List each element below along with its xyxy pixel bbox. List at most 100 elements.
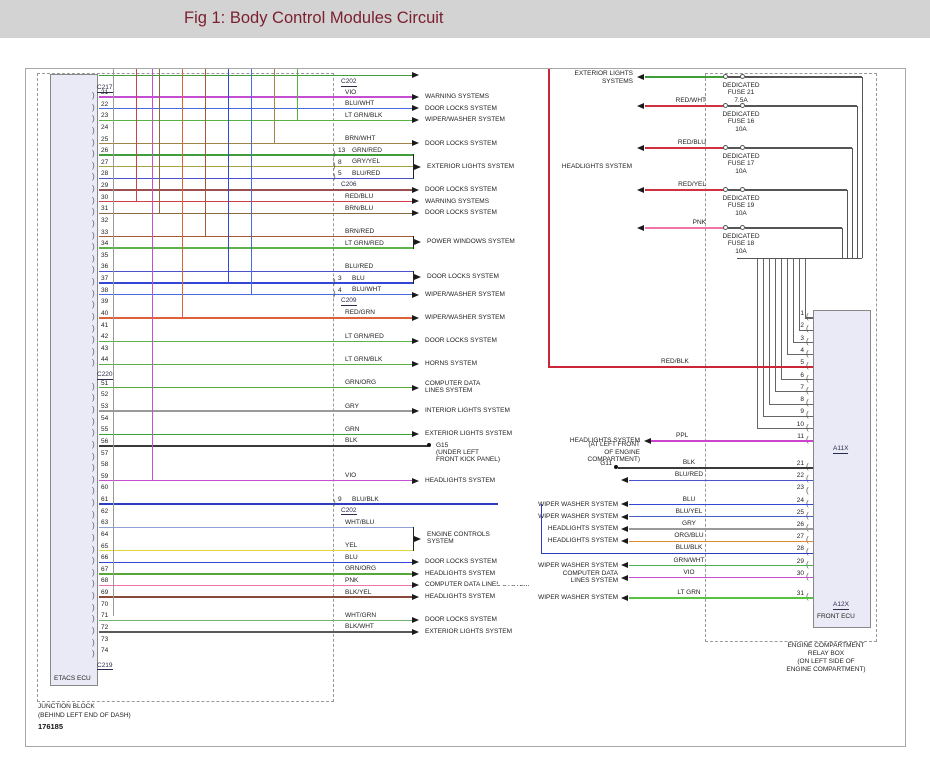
pin-bracket: (	[806, 462, 809, 472]
feeder-wire	[159, 69, 161, 213]
system-label: EXTERIOR LIGHTS SYSTEM	[427, 162, 515, 170]
system-label: ENGINE CONTROLS	[427, 530, 490, 538]
bus-wire	[857, 106, 859, 258]
fuse-label: DEDICATED	[722, 232, 760, 240]
wire	[99, 584, 412, 587]
wire	[787, 354, 813, 356]
subpin-bracket: )	[333, 172, 336, 182]
bus-wire	[852, 148, 854, 258]
wire	[99, 433, 412, 435]
pin-number: 32	[101, 216, 109, 224]
pin-number: 21	[101, 89, 109, 96]
fuse-terminal	[723, 187, 728, 192]
fuse-label: 10A	[735, 247, 747, 255]
wire-color-label: LT GRN	[677, 589, 701, 596]
pin-bracket: )	[92, 439, 95, 449]
system-label: EXTERIOR LIGHTS	[574, 70, 633, 77]
pin-number: 67	[101, 565, 109, 573]
pin-number: 40	[101, 309, 109, 317]
pin-bracket: )	[92, 346, 95, 356]
wire	[799, 329, 813, 331]
pin-number: 63	[101, 519, 109, 527]
wire-color-label: ORG/BLU	[674, 532, 704, 540]
wire	[757, 259, 759, 429]
fuse-terminal	[740, 74, 745, 79]
wire	[629, 564, 813, 567]
pin-bracket: )	[92, 544, 95, 554]
wire-color-label: BLU/RED	[674, 471, 704, 479]
wire	[99, 631, 412, 633]
arrow-right-icon	[412, 210, 419, 217]
wire	[99, 270, 414, 273]
pin-number: 72	[101, 623, 109, 631]
pin-bracket: (	[806, 523, 809, 533]
wire	[629, 528, 813, 530]
pin-bracket: (	[806, 398, 809, 408]
wire	[763, 415, 813, 417]
wire-color-label: BLU	[682, 495, 696, 503]
wire	[745, 227, 842, 229]
pin-number: 58	[101, 461, 109, 469]
wire	[99, 410, 412, 412]
wire-color-label: LT GRN/BLK	[345, 111, 383, 119]
fuse-label: 10A	[735, 125, 747, 133]
arrow-right-icon	[412, 71, 419, 78]
pin-bracket: (	[806, 373, 809, 383]
wire-color-label: LT GRN/RED	[345, 239, 384, 247]
wire-color-label: GRN/ORG	[345, 565, 377, 573]
arrow-right-icon	[412, 117, 419, 124]
wire-color-label: BLU	[352, 274, 365, 282]
pin-bracket: (	[806, 560, 809, 570]
pin-bracket: (	[806, 385, 809, 395]
pin-bracket: (	[806, 348, 809, 358]
wire	[781, 259, 783, 380]
pin-bracket: )	[92, 532, 95, 542]
wire-color-label: YEL	[345, 542, 358, 550]
system-label: DOOR LOCKS SYSTEM	[425, 558, 497, 566]
merge-bar	[413, 235, 415, 249]
subpin-bracket: )	[333, 149, 336, 159]
pin-bracket: )	[92, 184, 95, 194]
connector-label: C219	[97, 661, 113, 671]
pin-number: 68	[101, 577, 109, 585]
feeder-wire	[205, 69, 207, 237]
pin-bracket: )	[92, 405, 95, 414]
wire	[99, 142, 412, 145]
pin-number: 30	[796, 569, 804, 577]
system-label: WARNING SYSTEMS	[425, 197, 490, 205]
wire-color-label: PNK	[345, 576, 359, 584]
pin-bracket: (	[806, 324, 809, 334]
wire	[757, 428, 813, 430]
pin-number: 27	[796, 533, 804, 541]
connector-label: A11X	[833, 445, 849, 454]
pin-number: 8	[800, 396, 804, 404]
pin-bracket: )	[92, 91, 95, 100]
wire	[99, 189, 412, 191]
pin-bracket: (	[806, 435, 809, 445]
ground-location: FRONT KICK PANEL)	[436, 455, 501, 463]
system-label: SYSTEMS	[601, 77, 633, 85]
merge-bar	[413, 526, 415, 552]
wire-color-label: LT GRN/BLK	[345, 355, 383, 363]
pin-number: 7	[800, 383, 804, 391]
system-label: EXTERIOR LIGHTS SYSTEM	[425, 627, 513, 635]
arrow-left-icon	[621, 574, 628, 581]
pin-bracket: )	[92, 428, 95, 438]
pin-bracket: )	[92, 509, 95, 519]
wire	[99, 387, 412, 389]
wire-color-label: BLK	[682, 459, 696, 466]
system-label: DOOR LOCKS SYSTEM	[425, 104, 497, 112]
pin-number: 31	[796, 590, 804, 597]
wire-color-label: BRN/RED	[345, 228, 375, 236]
wire	[728, 189, 742, 191]
pin-bracket: )	[92, 486, 95, 496]
pin-number: 60	[101, 484, 109, 492]
pin-number: 28	[796, 545, 804, 553]
wire	[99, 247, 414, 249]
wire	[644, 76, 725, 78]
relay-box-caption: ENGINE COMPARTMENT RELAY BOX (ON LEFT SI…	[779, 642, 873, 674]
pin-number: 5	[800, 359, 804, 367]
relay-box-caption-line: ENGINE COMPARTMENT)	[786, 666, 866, 673]
pin-number: 28	[101, 170, 109, 178]
wire-color-label: BLU	[345, 553, 358, 561]
